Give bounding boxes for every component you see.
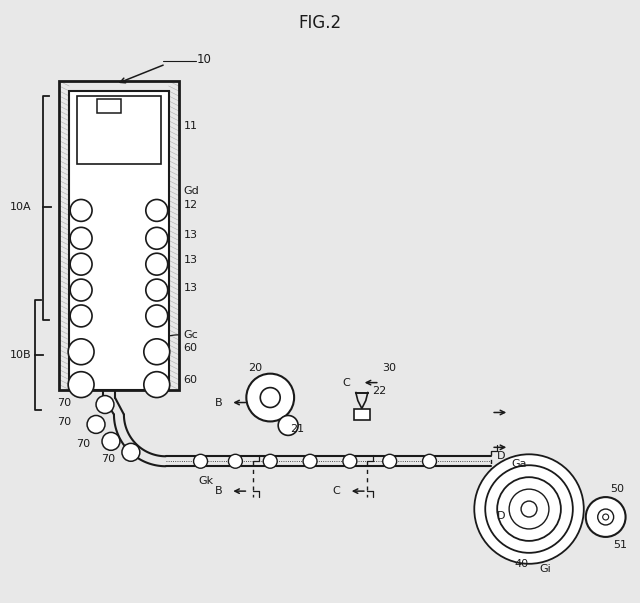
Circle shape xyxy=(68,339,94,365)
Circle shape xyxy=(70,305,92,327)
Text: 50: 50 xyxy=(611,484,625,494)
Text: 12: 12 xyxy=(184,200,198,210)
Circle shape xyxy=(598,509,614,525)
Bar xyxy=(60,81,179,390)
Text: 13: 13 xyxy=(184,255,198,265)
Circle shape xyxy=(474,454,584,564)
Circle shape xyxy=(303,454,317,468)
Text: 22: 22 xyxy=(372,385,386,396)
Bar xyxy=(77,96,161,163)
Circle shape xyxy=(485,466,573,553)
Circle shape xyxy=(70,279,92,301)
Circle shape xyxy=(497,477,561,541)
Text: 13: 13 xyxy=(184,230,198,241)
Bar xyxy=(97,99,121,113)
Text: D: D xyxy=(497,451,506,461)
Circle shape xyxy=(102,432,120,450)
Bar xyxy=(69,91,169,390)
Circle shape xyxy=(144,339,170,365)
Circle shape xyxy=(383,454,397,468)
Text: 30: 30 xyxy=(381,362,396,373)
Text: Gk: Gk xyxy=(198,476,214,486)
Text: 20: 20 xyxy=(248,362,262,373)
Bar xyxy=(354,408,370,420)
Circle shape xyxy=(144,371,170,397)
Circle shape xyxy=(87,415,105,434)
Text: Ga: Ga xyxy=(511,459,527,469)
Circle shape xyxy=(263,454,277,468)
Text: 10B: 10B xyxy=(10,350,31,360)
Text: 13: 13 xyxy=(184,283,198,293)
Text: C: C xyxy=(332,486,340,496)
Circle shape xyxy=(68,371,94,397)
Circle shape xyxy=(586,497,625,537)
Circle shape xyxy=(422,454,436,468)
Circle shape xyxy=(70,227,92,249)
Text: 10: 10 xyxy=(196,52,211,66)
Text: Gd: Gd xyxy=(184,186,200,195)
Circle shape xyxy=(228,454,243,468)
Circle shape xyxy=(603,514,609,520)
Text: 60: 60 xyxy=(184,343,198,353)
Text: Gc: Gc xyxy=(184,330,198,340)
Text: 70: 70 xyxy=(76,440,90,449)
Text: FIG.2: FIG.2 xyxy=(298,14,342,33)
Circle shape xyxy=(70,200,92,221)
Circle shape xyxy=(96,396,114,414)
Circle shape xyxy=(521,501,537,517)
Text: Gi: Gi xyxy=(539,564,551,574)
Text: 70: 70 xyxy=(101,454,115,464)
Circle shape xyxy=(70,253,92,275)
Text: 51: 51 xyxy=(614,540,628,550)
Circle shape xyxy=(146,305,168,327)
Text: 70: 70 xyxy=(57,417,71,428)
Circle shape xyxy=(146,279,168,301)
Circle shape xyxy=(146,200,168,221)
Circle shape xyxy=(246,374,294,421)
Text: B: B xyxy=(214,397,222,408)
Circle shape xyxy=(509,489,549,529)
Circle shape xyxy=(122,443,140,461)
Circle shape xyxy=(278,415,298,435)
Circle shape xyxy=(343,454,357,468)
Circle shape xyxy=(146,227,168,249)
Text: 21: 21 xyxy=(290,425,304,434)
Circle shape xyxy=(193,454,207,468)
Text: 60: 60 xyxy=(184,374,198,385)
Text: 10A: 10A xyxy=(10,203,31,212)
Text: D: D xyxy=(497,511,506,521)
Text: C: C xyxy=(342,377,349,388)
Text: 70: 70 xyxy=(57,397,71,408)
Text: B: B xyxy=(214,486,222,496)
Circle shape xyxy=(260,388,280,408)
Text: 11: 11 xyxy=(184,121,198,131)
Text: 40: 40 xyxy=(514,559,528,569)
Circle shape xyxy=(146,253,168,275)
